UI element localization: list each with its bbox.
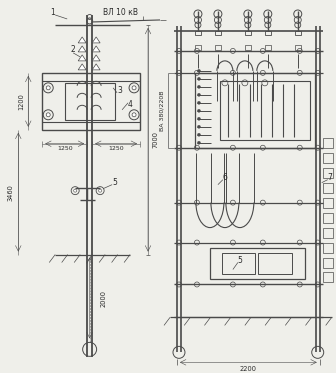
Circle shape (198, 125, 201, 128)
Text: 5: 5 (238, 256, 242, 265)
Circle shape (46, 113, 50, 117)
Text: ВА 380/220В: ВА 380/220В (160, 90, 165, 131)
Circle shape (198, 109, 201, 112)
Bar (323, 257, 333, 267)
Text: 6: 6 (222, 173, 227, 182)
Bar (323, 183, 333, 192)
Circle shape (198, 69, 201, 72)
Bar (245, 31, 251, 35)
Polygon shape (78, 55, 86, 61)
Polygon shape (92, 55, 100, 61)
Bar (323, 273, 333, 282)
Bar (323, 213, 333, 223)
Bar (215, 45, 221, 50)
Polygon shape (92, 37, 100, 43)
Circle shape (198, 77, 201, 80)
Text: 2200: 2200 (240, 366, 257, 372)
Bar (195, 73, 315, 148)
Bar (265, 31, 271, 35)
Circle shape (198, 101, 201, 104)
Bar (323, 198, 333, 208)
Text: 5: 5 (113, 178, 118, 187)
Bar (220, 81, 310, 140)
Bar (323, 153, 333, 163)
Bar (65, 83, 115, 120)
Bar (245, 45, 251, 50)
Bar (323, 228, 333, 238)
Bar (265, 45, 271, 50)
Circle shape (46, 86, 50, 90)
Circle shape (198, 93, 201, 96)
Bar (295, 31, 301, 35)
Circle shape (132, 86, 136, 90)
Bar (323, 138, 333, 148)
Bar (195, 45, 201, 50)
Circle shape (74, 189, 77, 192)
Bar (295, 45, 301, 50)
Circle shape (198, 133, 201, 136)
Polygon shape (92, 64, 100, 70)
Text: 7000: 7000 (152, 131, 158, 148)
Text: 2000: 2000 (100, 290, 107, 307)
Bar (215, 31, 221, 35)
Bar (222, 253, 255, 275)
Text: 7: 7 (327, 173, 332, 182)
Text: ВЛ 10 кВ: ВЛ 10 кВ (102, 9, 137, 18)
Text: 3: 3 (118, 86, 123, 95)
Bar (195, 31, 201, 35)
Text: 1: 1 (50, 9, 54, 18)
Polygon shape (78, 64, 86, 70)
Text: 3460: 3460 (7, 184, 13, 201)
Text: 1250: 1250 (108, 146, 124, 151)
Text: 1200: 1200 (18, 93, 24, 110)
Text: 1250: 1250 (57, 146, 73, 151)
Bar (323, 242, 333, 253)
Text: 4: 4 (128, 100, 132, 109)
Polygon shape (78, 37, 86, 43)
Bar (210, 248, 305, 279)
Circle shape (132, 113, 136, 117)
Circle shape (99, 189, 101, 192)
Text: 2: 2 (71, 46, 76, 54)
Bar (323, 168, 333, 178)
Polygon shape (78, 46, 86, 52)
Bar (42, 73, 140, 130)
Polygon shape (92, 46, 100, 52)
Circle shape (198, 141, 201, 144)
Bar (258, 253, 292, 275)
Circle shape (198, 85, 201, 88)
Circle shape (198, 117, 201, 120)
